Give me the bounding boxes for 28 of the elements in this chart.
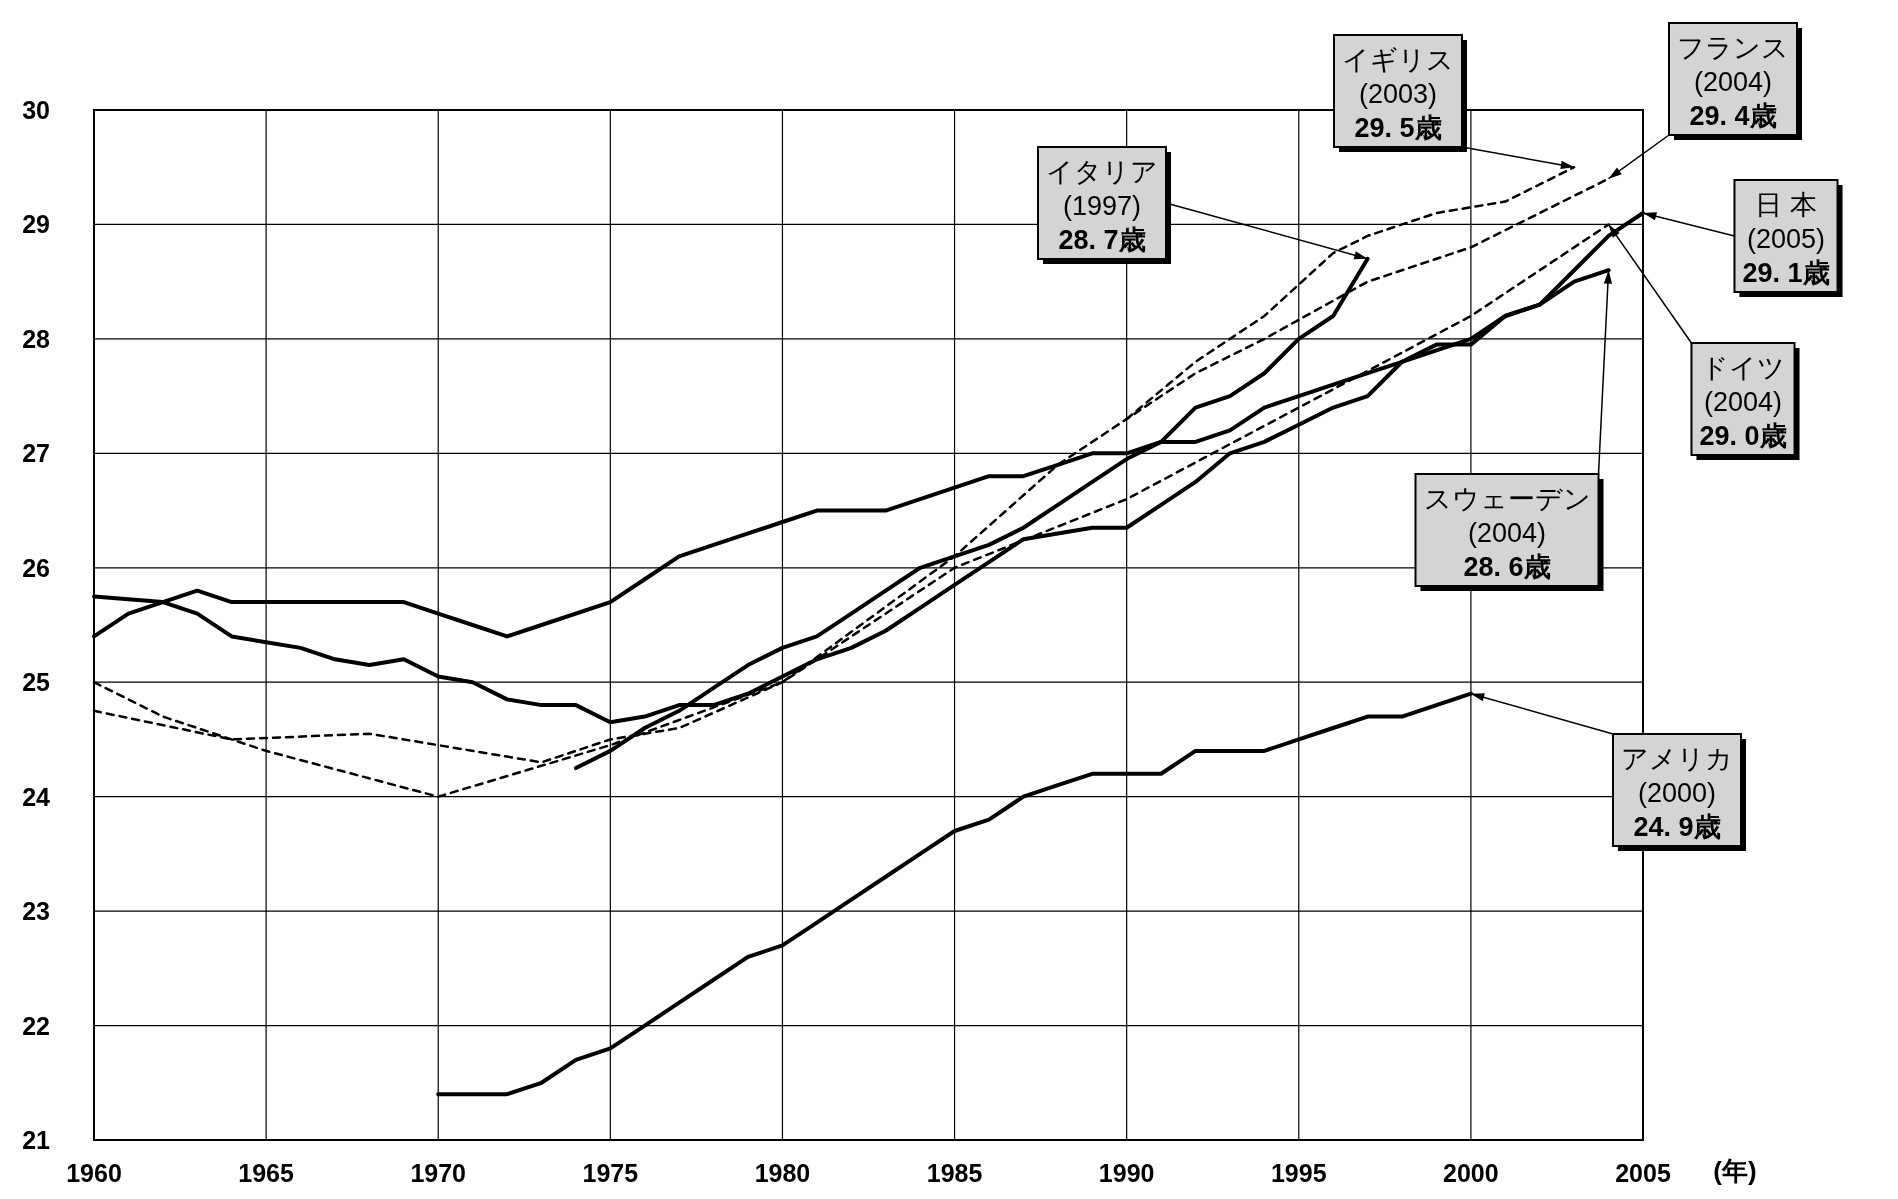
y-tick-label: 29 bbox=[22, 210, 50, 239]
x-tick-label: 1970 bbox=[410, 1159, 467, 1187]
x-tick-label: 1980 bbox=[754, 1159, 811, 1187]
annotation: フランス (2004) 29. 4歳 bbox=[1677, 33, 1789, 131]
y-tick-label: 21 bbox=[22, 1126, 51, 1154]
x-tick-label: 1995 bbox=[1270, 1159, 1327, 1187]
annotation: イギリス (2003) 29. 5歳 bbox=[1342, 45, 1454, 143]
x-tick-label: 1990 bbox=[1098, 1159, 1155, 1187]
annotation: ドイツ (2004) 29. 0歳 bbox=[1699, 353, 1787, 451]
y-tick-label: 30 bbox=[22, 96, 50, 124]
y-tick-label: 22 bbox=[22, 1011, 50, 1040]
y-tick-label: 25 bbox=[22, 668, 51, 697]
x-tick-label: 2000 bbox=[1443, 1159, 1499, 1187]
x-tick-label: 1960 bbox=[66, 1159, 122, 1187]
x-tick-label: 1975 bbox=[582, 1159, 639, 1187]
annotation: イタリア (1997) 28. 7歳 bbox=[1046, 157, 1158, 255]
y-tick-label: 28 bbox=[22, 324, 51, 353]
annotation: スウェーデン (2004) 28. 6歳 bbox=[1423, 484, 1591, 582]
x-tick-label: 1985 bbox=[926, 1159, 983, 1187]
y-tick-label: 26 bbox=[22, 553, 50, 582]
annotation: 日 本 (2005) 29. 1歳 bbox=[1742, 190, 1830, 288]
y-tick-label: 24 bbox=[22, 782, 51, 811]
x-axis-title: (年) bbox=[1713, 1156, 1757, 1186]
x-tick-label: 2005 bbox=[1615, 1159, 1671, 1187]
y-tick-label: 23 bbox=[22, 897, 50, 926]
y-tick-label: 27 bbox=[22, 439, 50, 468]
annotation: アメリカ (2000) 24. 9歳 bbox=[1621, 744, 1733, 842]
x-tick-label: 1965 bbox=[238, 1159, 295, 1187]
